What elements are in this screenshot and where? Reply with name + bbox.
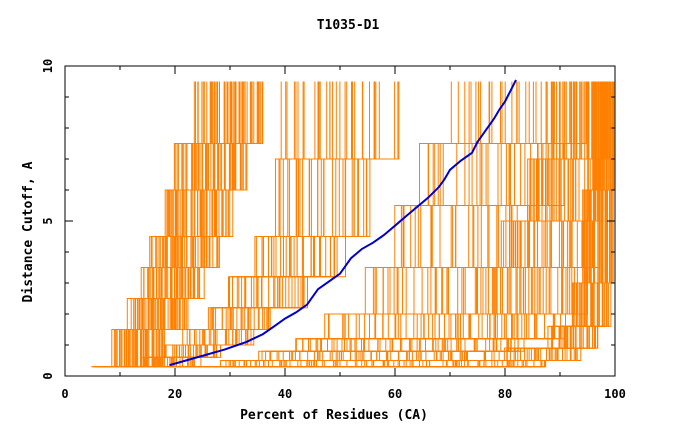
y-tick-label: 0	[41, 372, 55, 379]
x-tick-label: 100	[604, 387, 626, 401]
highlight-series-line	[169, 79, 517, 367]
x-tick-label: 60	[388, 387, 402, 401]
x-axis-label: Percent of Residues (CA)	[240, 408, 428, 423]
y-tick-label: 10	[41, 59, 55, 73]
background-series-line-135	[181, 81, 561, 368]
axes-group: 0 20 40 60 80 100 0 5 10	[41, 59, 626, 401]
background-series-line-115	[194, 81, 537, 368]
x-tick-label: 40	[278, 387, 292, 401]
background-series-line-139	[211, 81, 561, 368]
x-tick-label: 0	[61, 387, 68, 401]
background-series-line-59	[108, 81, 264, 368]
highlight-series-group	[169, 79, 517, 367]
background-series-line-203	[404, 81, 609, 368]
background-series-line-94	[153, 81, 399, 368]
y-tick-label: 5	[41, 217, 55, 224]
chart-title: T1035-D1	[317, 18, 380, 33]
y-axis-label: Distance Cutoff, A	[21, 161, 36, 302]
background-series-group	[91, 81, 616, 368]
x-tick-label: 80	[498, 387, 512, 401]
x-tick-label: 20	[168, 387, 182, 401]
